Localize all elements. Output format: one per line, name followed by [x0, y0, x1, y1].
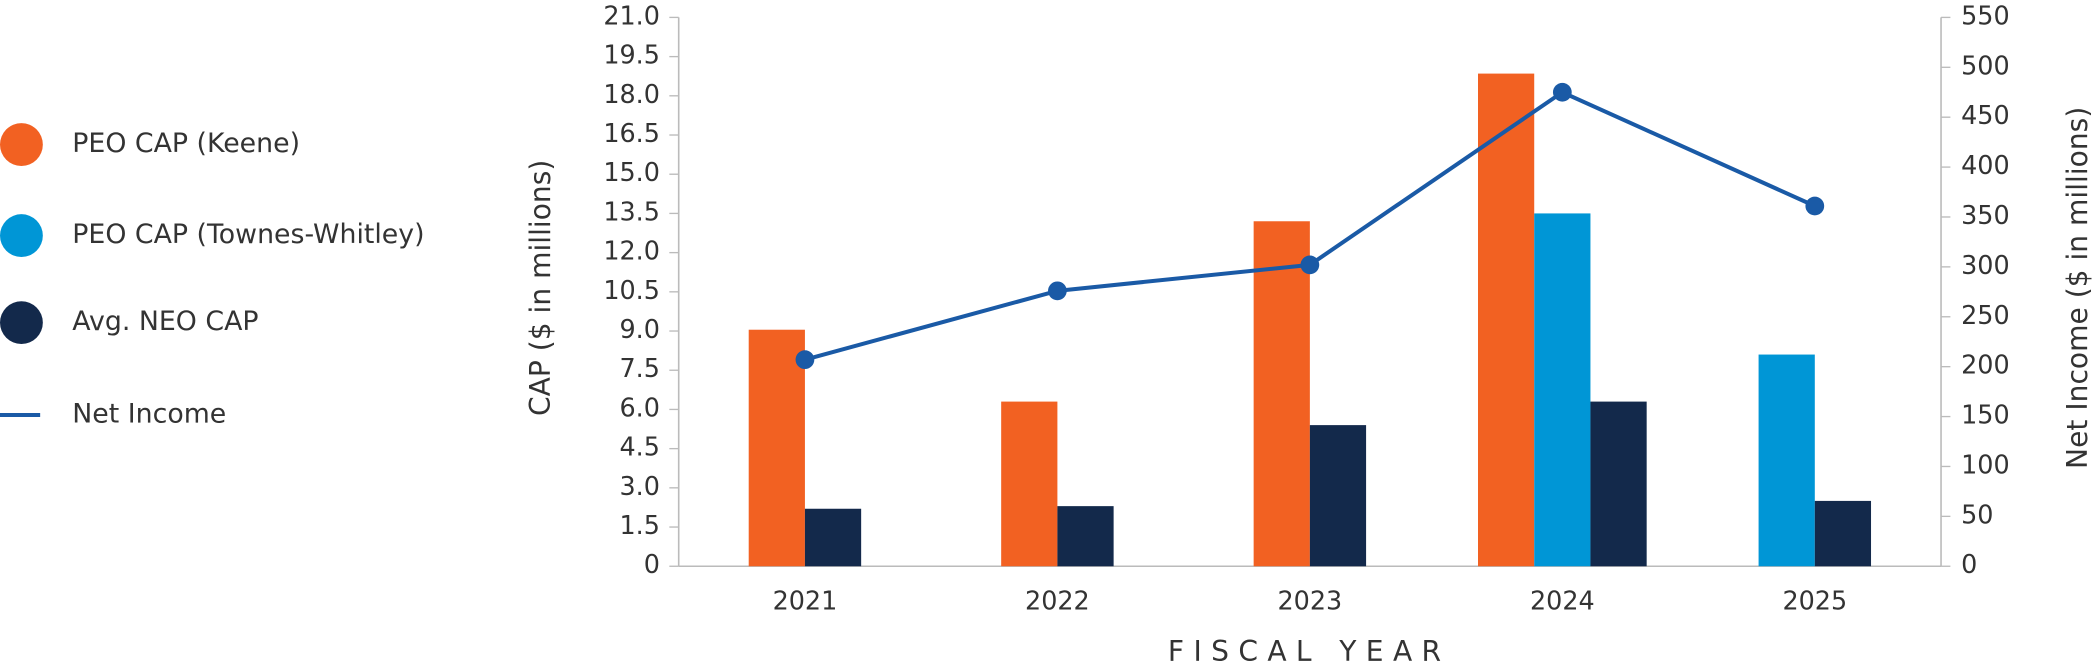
- bar: [1758, 354, 1815, 567]
- y-tick-label: 9.0: [620, 314, 660, 344]
- x-tick-label: 2025: [1782, 585, 1847, 615]
- y-tick-label: 16.5: [603, 118, 660, 148]
- y2-tick-label: 450: [1961, 100, 2010, 130]
- y-tick-label: 19.5: [603, 40, 660, 70]
- y2-tick-label: 150: [1961, 400, 2010, 430]
- y-tick-label: 21.0: [603, 0, 660, 30]
- bar: [804, 508, 862, 567]
- legend-swatch: [0, 301, 43, 345]
- y2-tick-label: 250: [1961, 300, 2010, 330]
- y2-tick-label: 300: [1961, 250, 2010, 280]
- line-point: [795, 350, 815, 370]
- y2-tick-label: 200: [1961, 350, 2010, 380]
- y-tick-label: 3.0: [620, 471, 660, 501]
- y-tick-label: 0: [644, 549, 660, 579]
- y-tick-label: 12.0: [603, 236, 660, 266]
- y2-tick-label: 0: [1961, 549, 1977, 579]
- legend-label: PEO CAP (Townes-Whitley): [72, 219, 424, 250]
- y-tick-label: 15.0: [603, 157, 660, 187]
- y2-tick-label: 400: [1961, 150, 2010, 180]
- bar: [1001, 401, 1058, 567]
- y-tick-label: 10.5: [603, 275, 660, 305]
- line-point: [1048, 281, 1067, 301]
- legend-swatch: [0, 214, 43, 258]
- x-tick-label: 2021: [773, 585, 838, 615]
- y-tick-label: 18.0: [603, 79, 660, 109]
- bar: [1534, 213, 1591, 567]
- bar: [1478, 73, 1535, 567]
- x-tick-label: 2023: [1278, 585, 1343, 615]
- bar: [748, 329, 805, 567]
- y2-tick-label: 50: [1961, 499, 1993, 529]
- y-tick-label: 7.5: [620, 353, 660, 383]
- y-tick-label: 1.5: [620, 510, 660, 540]
- y2-tick-label: 550: [1961, 0, 2010, 30]
- line-point: [1805, 196, 1825, 216]
- legend-label: PEO CAP (Keene): [72, 128, 300, 159]
- y-tick-label: 4.5: [620, 432, 660, 462]
- legend-swatch: [0, 123, 43, 166]
- legend-label: Net Income: [72, 398, 226, 429]
- y-axis-title: CAP ($ in millions): [524, 160, 557, 416]
- x-tick-label: 2022: [1025, 585, 1090, 615]
- bar: [1814, 500, 1872, 567]
- x-axis-title: FISCAL YEAR: [1168, 635, 1451, 668]
- y-tick-label: 13.5: [603, 196, 660, 226]
- bar: [1309, 425, 1367, 567]
- line-point: [1300, 255, 1320, 275]
- y2-tick-label: 350: [1961, 200, 2010, 230]
- bar: [1057, 506, 1114, 567]
- y2-axis-title: Net Income ($ in millions): [2061, 107, 2094, 469]
- line-point: [1552, 82, 1572, 102]
- legend-label: Avg. NEO CAP: [72, 306, 258, 337]
- bar: [1253, 221, 1310, 567]
- y2-tick-label: 500: [1961, 50, 2010, 80]
- y2-tick-label: 100: [1961, 449, 2010, 479]
- y-tick-label: 6.0: [620, 392, 660, 422]
- x-tick-label: 2024: [1530, 585, 1595, 615]
- bar: [1590, 401, 1647, 567]
